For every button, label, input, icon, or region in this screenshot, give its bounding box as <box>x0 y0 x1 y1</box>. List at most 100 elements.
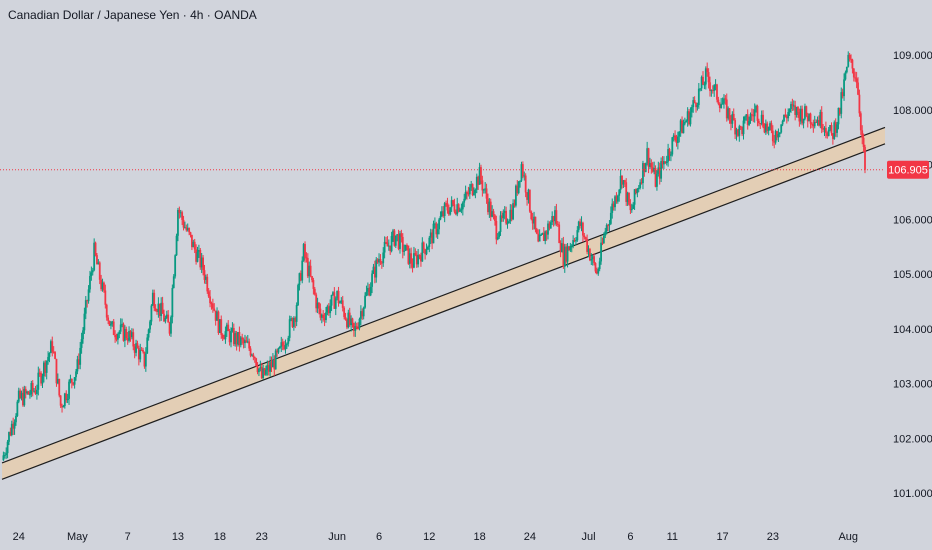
candle-body <box>51 341 54 352</box>
candle-body <box>58 378 61 396</box>
candle-body <box>554 210 556 222</box>
candle-body <box>123 329 126 341</box>
candle-body <box>341 300 344 308</box>
candle-body <box>575 240 577 242</box>
candle-body <box>431 232 434 244</box>
candle-body <box>630 208 633 211</box>
y-tick-label: 104.000 <box>893 324 932 336</box>
candle-body <box>435 223 438 235</box>
candle-body <box>725 99 728 119</box>
candle-body <box>291 318 294 327</box>
candle-body <box>699 88 702 90</box>
candle-body <box>246 341 249 343</box>
candle-body <box>594 263 597 272</box>
candle-body <box>320 314 323 318</box>
candle-body <box>643 163 646 172</box>
candle-body <box>561 243 563 252</box>
candle-body <box>163 313 165 322</box>
candle-body <box>142 350 144 352</box>
candle-body <box>614 196 616 208</box>
candle-body <box>494 215 496 221</box>
candle-body <box>704 68 707 85</box>
candle-body <box>841 92 844 97</box>
candle-body <box>408 253 411 264</box>
candle-body <box>609 212 612 224</box>
candle-body <box>804 106 806 119</box>
candle-body <box>864 146 866 170</box>
candle-body <box>456 204 459 215</box>
candle-body <box>252 354 255 358</box>
candle-body <box>365 291 368 296</box>
candle-body <box>188 228 191 233</box>
candle-body <box>618 189 621 196</box>
candle-body <box>108 320 111 326</box>
candle-body <box>175 235 178 256</box>
candle-body <box>101 282 104 290</box>
candle-body <box>267 365 270 372</box>
candle-body <box>829 125 831 130</box>
candle-body <box>421 242 424 262</box>
candle-body <box>167 314 170 323</box>
channel-lower-line[interactable] <box>1 143 886 480</box>
candle-body <box>202 257 204 271</box>
candle-body <box>281 342 284 346</box>
candle-body <box>547 223 549 235</box>
candle-body <box>741 126 744 135</box>
candle-body <box>313 288 316 295</box>
candle-body <box>660 161 663 179</box>
candle-body <box>535 229 538 234</box>
candle-body <box>54 352 56 359</box>
candle-body <box>287 337 290 344</box>
candle-body <box>602 235 605 244</box>
candle-body <box>132 332 135 347</box>
candle-body <box>752 115 755 117</box>
candle-body <box>763 126 766 133</box>
candle-body <box>702 76 704 85</box>
candle-body <box>122 323 125 341</box>
candle-body <box>284 344 287 350</box>
candle-body <box>738 126 741 136</box>
candle-body <box>327 306 330 314</box>
candle-body <box>425 249 428 255</box>
candle-body <box>274 350 277 370</box>
candle-body <box>110 324 112 326</box>
candle-body <box>632 204 635 209</box>
candle-body <box>541 233 544 235</box>
candle-body <box>49 341 52 354</box>
candle-body <box>199 250 202 268</box>
candle-body <box>495 220 498 240</box>
candle-body <box>397 234 400 249</box>
candle-body <box>700 76 703 89</box>
candle-body <box>47 356 49 361</box>
candle-body <box>611 203 614 213</box>
candle-body <box>186 228 189 231</box>
candle-body <box>714 84 717 86</box>
candle-body <box>22 392 24 406</box>
candle-body <box>322 314 325 319</box>
candle-body <box>403 250 406 252</box>
candle-body <box>375 259 378 278</box>
candle-body <box>366 287 369 292</box>
candle-body <box>298 273 301 286</box>
candle-body <box>165 314 168 319</box>
candle-body <box>452 200 454 205</box>
candle-body <box>82 330 84 340</box>
y-tick-label: 101.000 <box>893 488 932 500</box>
candle-body <box>669 154 672 156</box>
candle-body <box>848 54 851 59</box>
candle-body <box>221 334 224 338</box>
candle-body <box>185 227 188 231</box>
channel-zone[interactable] <box>2 127 885 480</box>
candle-body <box>798 111 801 122</box>
candle-body <box>577 221 580 231</box>
channel-upper-line[interactable] <box>1 126 886 464</box>
candle-body <box>840 92 843 114</box>
candle-body <box>734 120 737 135</box>
candle-body <box>845 66 848 73</box>
last-price-label-bg <box>887 160 929 179</box>
candle-body <box>501 215 503 219</box>
candle-body <box>735 129 738 135</box>
candle-body <box>778 132 781 135</box>
candle-body <box>353 323 355 331</box>
